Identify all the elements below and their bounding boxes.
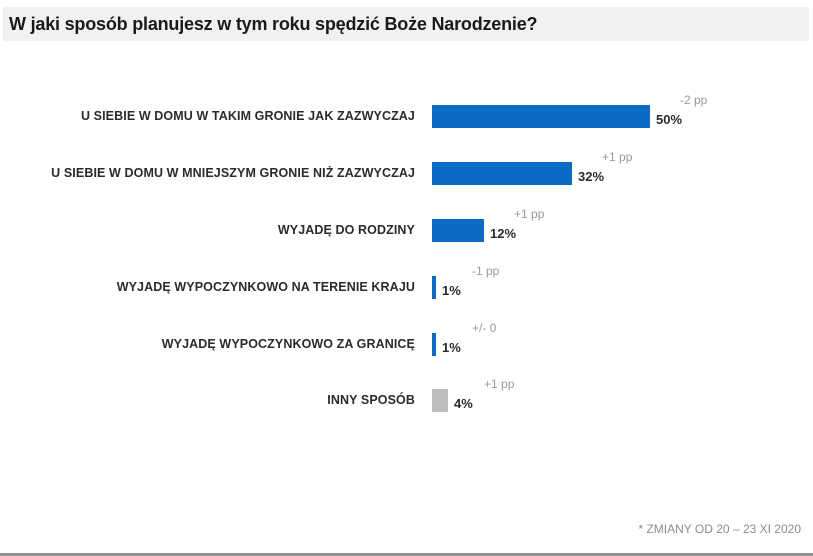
- chart-row: INNY SPOSÓB 4% +1 pp: [0, 377, 813, 413]
- chart-row: WYJADĘ WYPOCZYNKOWO ZA GRANICĘ 1% +/- 0: [0, 321, 813, 357]
- change-label: +1 pp: [514, 207, 545, 221]
- chart-title: W jaki sposób planujesz w tym roku spędz…: [9, 14, 538, 34]
- footnote: * ZMIANY OD 20 – 23 XI 2020: [638, 522, 801, 536]
- value-label: 1%: [442, 283, 461, 298]
- bar: [432, 276, 436, 299]
- bar: [432, 162, 572, 185]
- category-label: U SIEBIE W DOMU W TAKIM GRONIE JAK ZAZWY…: [80, 109, 415, 123]
- change-label: +1 pp: [602, 150, 633, 164]
- category-label: WYJADĘ DO RODZINY: [277, 223, 415, 237]
- category-label: U SIEBIE W DOMU W MNIEJSZYM GRONIE NIŻ Z…: [51, 166, 415, 180]
- value-label: 4%: [454, 396, 473, 411]
- chart-row: U SIEBIE W DOMU W MNIEJSZYM GRONIE NIŻ Z…: [0, 150, 813, 186]
- category-label: INNY SPOSÓB: [327, 393, 415, 407]
- value-label: 12%: [490, 226, 517, 241]
- change-label: -2 pp: [680, 93, 708, 107]
- chart-row: U SIEBIE W DOMU W TAKIM GRONIE JAK ZAZWY…: [0, 93, 813, 129]
- value-label: 50%: [656, 112, 683, 127]
- bar: [432, 389, 448, 412]
- category-label: WYJADĘ WYPOCZYNKOWO NA TERENIE KRAJU: [116, 280, 415, 294]
- value-label: 1%: [442, 340, 461, 355]
- title-bar: W jaki sposób planujesz w tym roku spędz…: [3, 7, 809, 41]
- bottom-divider: [0, 553, 813, 556]
- chart-row: WYJADĘ DO RODZINY 12% +1 pp: [0, 207, 813, 243]
- bar: [432, 105, 650, 128]
- change-label: +1 pp: [484, 377, 515, 391]
- bar-chart: U SIEBIE W DOMU W TAKIM GRONIE JAK ZAZWY…: [0, 93, 813, 413]
- category-label: WYJADĘ WYPOCZYNKOWO ZA GRANICĘ: [161, 337, 415, 351]
- value-label: 32%: [578, 169, 605, 184]
- bar: [432, 219, 484, 242]
- bar: [432, 333, 436, 356]
- change-label: +/- 0: [472, 321, 497, 335]
- chart-row: WYJADĘ WYPOCZYNKOWO NA TERENIE KRAJU 1% -1…: [0, 264, 813, 300]
- change-label: -1 pp: [472, 264, 500, 278]
